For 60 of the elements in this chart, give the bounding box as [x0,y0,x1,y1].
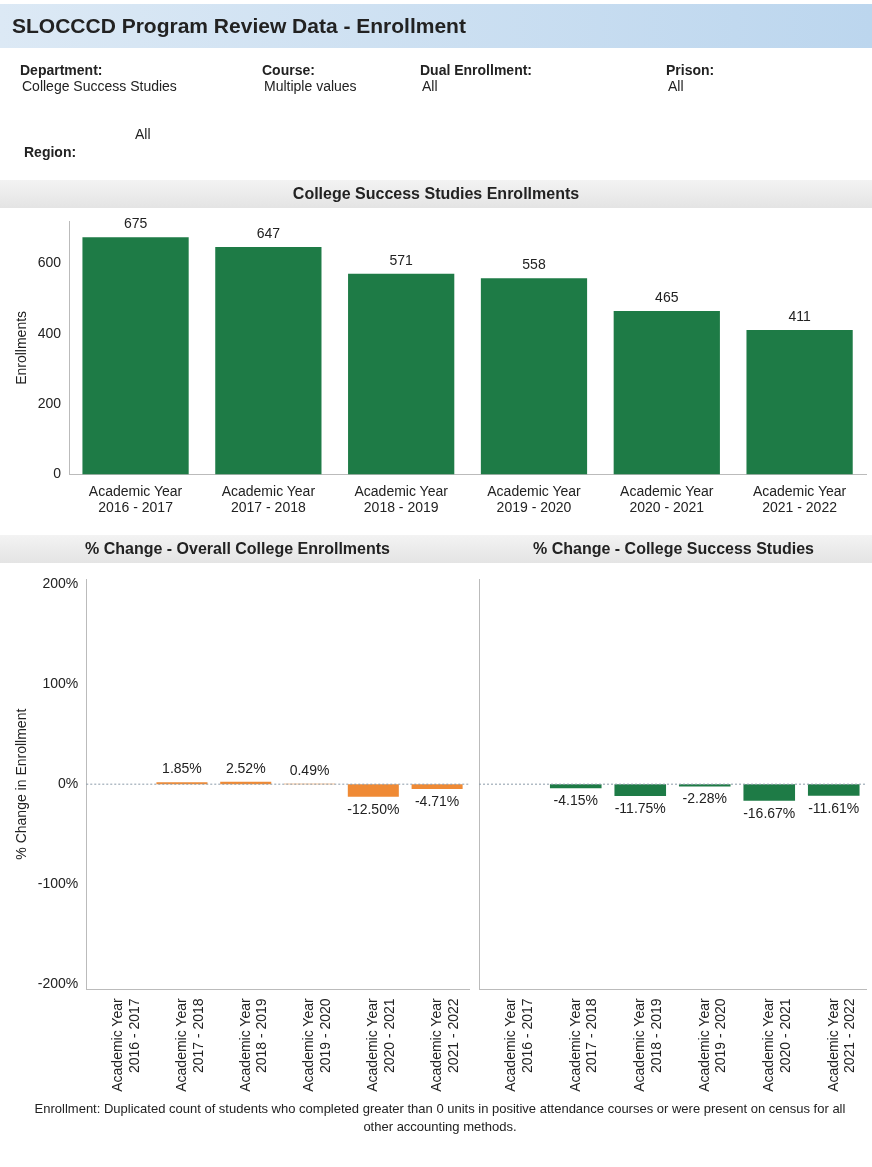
text: Dual Enrollment: [420,62,533,78]
y-tick-label: 400 [37,324,62,341]
text: All [668,78,684,94]
x-tick-label: Academic Year 2021 - 2022 [752,482,847,516]
data-label: 1.85% [162,760,202,777]
text: Course: [262,62,315,78]
y-tick-label: 200% [42,574,79,591]
text: All [422,78,438,94]
data-label: -2.28% [682,790,727,807]
x-tick-label: Academic Year 2016 - 2017 [502,998,535,1092]
data-label: 675 [123,215,148,232]
x-tick-label: Academic Year 2019 - 2020 [300,998,334,1092]
data-label: 647 [256,224,281,241]
y-tick-label: 100% [42,674,79,691]
data-label: -12.50% [347,800,400,817]
x-tick-label: Academic Year 2017 - 2018 [221,482,316,516]
text: College Success Studies [22,78,177,94]
x-tick-label: Academic Year 2016 - 2017 [88,482,183,516]
data-label: -4.71% [414,792,460,809]
x-tick-label: Academic Year 2020 - 2021 [620,482,714,516]
data-label: 571 [389,251,414,268]
data-label: 2.52% [225,759,266,776]
x-tick-label: Academic Year 2017 - 2018 [172,998,206,1092]
text: Prison: [666,62,715,78]
y-tick-label: 0 [53,465,62,482]
text: Multiple values [264,78,357,94]
text: SLOCCCD Program Review Data - Enrollment [0,4,872,48]
x-tick-label: Academic Year 2018 - 2019 [354,482,449,516]
data-label: -11.61% [808,799,860,816]
x-tick-label: Academic Year 2018 - 2019 [631,998,664,1092]
y-axis-title: Enrollments [13,310,30,385]
y-tick-label: -100% [37,875,79,892]
data-label: 411 [788,307,811,324]
data-label: -4.15% [553,792,598,809]
data-label: 558 [522,256,546,273]
chart-title: % Change - Overall College Enrollments [0,535,475,563]
y-tick-label: 600 [37,254,62,271]
data-label: 0.49% [289,761,330,778]
x-tick-label: Academic Year 2019 - 2020 [695,998,729,1092]
x-tick-label: Academic Year 2021 - 2022 [824,998,858,1092]
chart-title: % Change - College Success Studies [475,535,872,563]
x-tick-label: Academic Year 2020 - 2021 [760,998,793,1092]
y-tick-label: 0% [58,775,79,792]
x-tick-label: Academic Year 2017 - 2018 [566,998,600,1092]
x-tick-label: Academic Year 2018 - 2019 [236,998,270,1092]
x-tick-label: Academic Year 2020 - 2021 [364,998,397,1092]
y-tick-label: 200 [37,394,62,411]
text: Department: [20,62,103,78]
x-tick-label: Academic Year 2019 - 2020 [487,482,582,516]
data-label: -11.75% [614,799,666,816]
x-tick-label: Academic Year 2021 - 2022 [427,998,461,1092]
text: Enrollment: Duplicated count of students who completed greater than 0 units in positive attendance courses or were present on census for all other accounting methods. [33,1100,847,1136]
x-tick-label: Academic Year 2016 - 2017 [109,998,142,1092]
text: All [135,126,151,142]
text: Region: [24,144,77,160]
data-label: 465 [655,288,679,305]
chart-title: College Success Studies Enrollments [0,180,872,208]
data-label: -16.67% [743,804,796,821]
y-axis-title: % Change in Enrollment [13,708,30,860]
y-tick-label: -200% [37,975,79,992]
